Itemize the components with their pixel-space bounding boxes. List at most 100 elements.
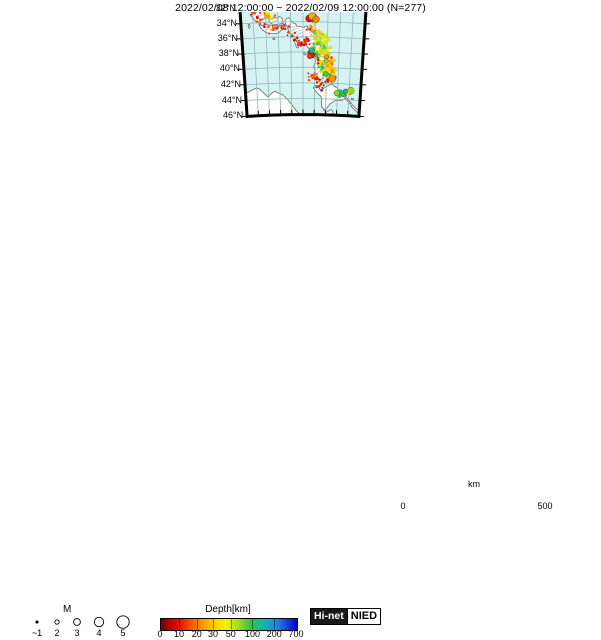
earthquake-marker[interactable] — [263, 25, 266, 29]
earthquake-marker[interactable] — [299, 43, 303, 47]
hinet-nied-logo[interactable]: Hi-net NIED — [310, 608, 382, 625]
earthquake-marker[interactable] — [283, 24, 286, 27]
earthquake-marker[interactable] — [315, 81, 318, 84]
earthquake-marker[interactable] — [312, 42, 315, 46]
earthquake-marker[interactable] — [314, 57, 318, 60]
earthquake-marker[interactable] — [319, 32, 322, 35]
earthquake-marker[interactable] — [259, 18, 262, 21]
earthquake-marker[interactable] — [326, 51, 330, 55]
earthquake-marker[interactable] — [318, 59, 323, 64]
earthquake-marker[interactable] — [314, 31, 318, 36]
earthquake-marker[interactable] — [276, 25, 279, 29]
earthquake-marker[interactable] — [310, 34, 313, 37]
map-canvas[interactable]: 46°N44°N42°N40°N38°N36°N34°N32°N30°N28°N… — [0, 3, 601, 580]
earthquake-marker[interactable] — [315, 41, 320, 46]
earthquake-marker[interactable] — [307, 78, 311, 82]
earthquake-marker[interactable] — [330, 62, 334, 66]
earthquake-marker[interactable] — [313, 22, 316, 26]
earthquake-marker[interactable] — [330, 68, 334, 73]
earthquake-marker[interactable] — [323, 71, 329, 77]
earthquake-marker[interactable] — [267, 25, 270, 29]
earthquake-marker[interactable] — [282, 27, 285, 30]
earthquake-marker[interactable] — [315, 76, 319, 81]
earthquake-marker[interactable] — [322, 49, 326, 54]
earthquake-marker[interactable] — [317, 33, 320, 36]
earthquake-marker[interactable] — [307, 72, 310, 75]
earthquake-marker[interactable] — [321, 86, 324, 89]
earthquake-marker[interactable] — [272, 27, 276, 31]
earthquake-marker[interactable] — [304, 42, 308, 46]
earthquake-marker[interactable] — [324, 54, 330, 60]
earthquake-marker[interactable] — [324, 80, 327, 83]
earthquake-marker[interactable] — [317, 63, 322, 67]
earthquake-marker[interactable] — [293, 31, 296, 34]
earthquake-marker[interactable] — [304, 40, 307, 43]
earthquake-marker[interactable] — [342, 88, 349, 94]
earthquake-marker[interactable] — [275, 27, 278, 30]
earthquake-marker[interactable] — [307, 53, 313, 60]
earthquake-marker[interactable] — [317, 84, 320, 88]
earthquake-marker[interactable] — [268, 17, 271, 21]
earthquake-marker[interactable] — [322, 36, 326, 40]
earthquake-marker[interactable] — [326, 64, 330, 68]
earthquake-marker[interactable] — [252, 12, 255, 15]
earthquake-marker[interactable] — [298, 39, 300, 42]
earthquake-marker[interactable] — [255, 20, 259, 23]
earthquake-marker[interactable] — [328, 75, 336, 83]
earthquake-marker[interactable] — [323, 44, 326, 47]
earthquake-marker[interactable] — [328, 55, 331, 58]
earthquake-marker[interactable] — [313, 29, 316, 32]
earthquake-marker[interactable] — [283, 27, 287, 31]
earthquake-marker[interactable] — [303, 41, 306, 44]
earthquake-marker[interactable] — [290, 34, 293, 38]
earthquake-marker[interactable] — [287, 31, 290, 34]
earthquake-marker[interactable] — [286, 34, 289, 37]
earthquake-marker[interactable] — [333, 73, 337, 77]
earthquake-marker[interactable] — [314, 73, 318, 77]
earthquake-marker[interactable] — [316, 58, 320, 62]
earthquake-marker[interactable] — [325, 42, 328, 45]
earthquake-marker[interactable] — [312, 15, 320, 23]
earthquake-marker[interactable] — [302, 43, 306, 46]
earthquake-marker[interactable] — [327, 81, 329, 83]
earthquake-marker[interactable] — [322, 84, 325, 87]
earthquake-marker[interactable] — [315, 54, 319, 57]
earthquake-marker[interactable] — [298, 41, 301, 44]
earthquake-marker[interactable] — [263, 22, 266, 26]
earthquake-marker[interactable] — [264, 12, 270, 15]
earthquake-marker[interactable] — [315, 86, 318, 89]
earthquake-marker[interactable] — [323, 58, 329, 64]
earthquake-marker[interactable] — [325, 35, 328, 38]
earthquake-marker[interactable] — [305, 40, 308, 43]
earthquake-marker[interactable] — [322, 47, 325, 49]
earthquake-marker[interactable] — [317, 39, 320, 42]
earthquake-marker[interactable] — [318, 46, 322, 51]
earthquake-marker[interactable] — [324, 47, 327, 50]
earthquake-marker[interactable] — [296, 43, 300, 47]
earthquake-marker[interactable] — [313, 73, 316, 76]
earthquake-marker[interactable] — [287, 25, 291, 28]
earthquake-marker[interactable] — [280, 26, 283, 29]
earthquake-marker[interactable] — [319, 83, 323, 86]
earthquake-marker[interactable] — [308, 47, 315, 54]
earthquake-marker[interactable] — [334, 69, 337, 72]
earthquake-marker[interactable] — [292, 39, 296, 42]
earthquake-marker[interactable] — [324, 62, 328, 66]
earthquake-marker[interactable] — [311, 28, 314, 31]
earthquake-marker[interactable] — [258, 12, 262, 14]
earthquake-marker[interactable] — [328, 45, 333, 50]
earthquake-marker[interactable] — [333, 90, 340, 97]
earthquake-marker[interactable] — [273, 14, 277, 17]
earthquake-marker[interactable] — [270, 17, 274, 21]
earthquake-marker[interactable] — [318, 53, 321, 56]
earthquake-marker[interactable] — [310, 74, 313, 77]
earthquake-marker[interactable] — [350, 88, 355, 93]
earthquake-marker[interactable] — [317, 62, 320, 65]
earthquake-marker[interactable] — [268, 32, 270, 35]
earthquake-marker[interactable] — [313, 26, 317, 30]
earthquake-marker[interactable] — [250, 13, 253, 16]
earthquake-marker[interactable] — [305, 38, 308, 41]
earthquake-marker[interactable] — [325, 67, 330, 72]
earthquake-marker[interactable] — [296, 36, 299, 40]
earthquake-marker[interactable] — [308, 43, 311, 46]
